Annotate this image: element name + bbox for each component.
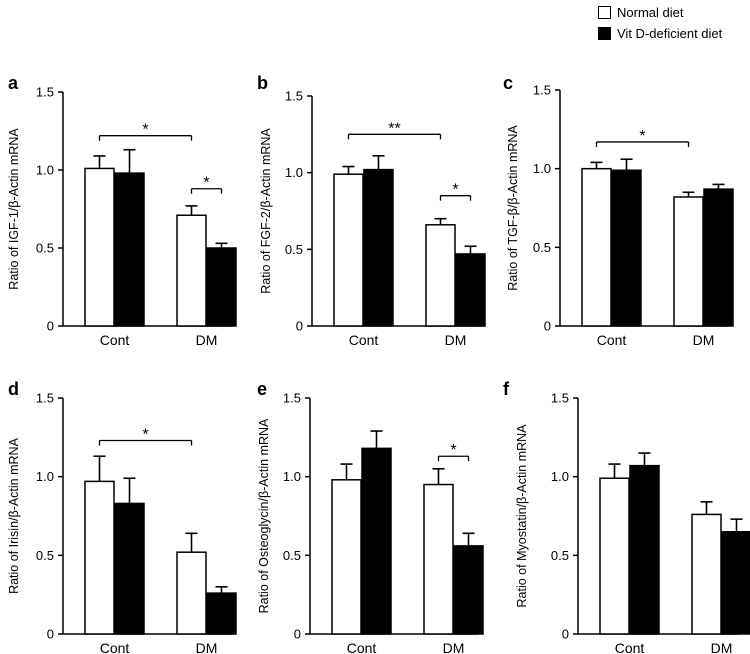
- x-tick-label-cont-a: Cont: [100, 332, 130, 348]
- x-tick-label-cont-b: Cont: [349, 332, 379, 348]
- y-tick-label-a: 0: [47, 319, 54, 334]
- x-tick-label-cont-d: Cont: [100, 640, 130, 654]
- legend-item-normal: Normal diet: [598, 2, 722, 23]
- bar-vitd-dm-c: [703, 188, 734, 327]
- y-tick-label-c: 1.5: [533, 83, 551, 98]
- y-axis-label-a: Ratio of IGF-1/β-Actin mRNA: [7, 128, 21, 290]
- significance-label-b: **: [388, 120, 400, 137]
- y-tick-label-f: 1.0: [551, 469, 569, 484]
- panel-label-c: c: [503, 73, 513, 93]
- y-axis-label-e: Ratio of Osteoglycin/β-Actin mRNA: [257, 418, 271, 613]
- bar-normal-cont-b: [333, 173, 364, 327]
- y-tick-label-e: 0: [294, 627, 301, 642]
- significance-label-c: *: [639, 128, 645, 145]
- x-tick-label-cont-f: Cont: [615, 640, 645, 654]
- y-axis-label-c: Ratio of TGF-β/β-Actin mRNA: [506, 125, 520, 291]
- y-axis-label-f: Ratio of Myostatin/β-Actin mRNA: [515, 424, 529, 608]
- bar-normal-dm-c: [673, 196, 704, 327]
- y-tick-label-a: 0.5: [36, 241, 54, 256]
- legend-label-normal: Normal diet: [617, 5, 684, 20]
- y-axis-label-b: Ratio of FGF-2/β-Actin mRNA: [259, 128, 273, 294]
- bar-vitd-cont-f: [629, 464, 660, 635]
- y-tick-label-b: 1.5: [285, 89, 303, 104]
- y-tick-label-f: 0: [562, 627, 569, 642]
- y-tick-label-a: 1.5: [36, 85, 54, 100]
- legend: Normal diet Vit D-deficient diet: [598, 2, 722, 44]
- y-tick-label-d: 1.5: [36, 391, 54, 406]
- significance-label-d: *: [142, 426, 148, 443]
- legend-swatch-normal: [598, 6, 611, 19]
- x-tick-label-dm-d: DM: [196, 640, 218, 654]
- significance-label-a: *: [203, 175, 209, 192]
- bar-vitd-dm-f: [721, 530, 750, 635]
- bar-vitd-dm-a: [206, 247, 237, 327]
- bar-normal-cont-d: [84, 480, 115, 635]
- panel-label-b: b: [257, 73, 268, 93]
- y-tick-label-e: 0.5: [283, 548, 301, 563]
- x-tick-label-cont-e: Cont: [347, 640, 377, 654]
- bar-vitd-cont-c: [611, 169, 642, 327]
- significance-label-e: *: [450, 442, 456, 459]
- y-axis-label-d: Ratio of Irisin/β-Actin mRNA: [7, 437, 21, 593]
- y-tick-label-c: 0: [544, 319, 551, 334]
- bar-normal-dm-a: [176, 214, 207, 327]
- bar-normal-cont-e: [331, 479, 362, 635]
- panel-label-e: e: [257, 379, 267, 399]
- y-tick-label-e: 1.5: [283, 391, 301, 406]
- y-tick-label-f: 1.5: [551, 391, 569, 406]
- bar-normal-dm-f: [691, 513, 722, 635]
- legend-label-vitd: Vit D-deficient diet: [617, 26, 723, 41]
- legend-item-vitd: Vit D-deficient diet: [598, 23, 722, 44]
- bar-vitd-dm-e: [453, 545, 484, 635]
- y-tick-label-b: 0.5: [285, 242, 303, 257]
- panel-label-a: a: [8, 73, 19, 93]
- bar-vitd-cont-d: [114, 502, 145, 635]
- x-tick-label-dm-c: DM: [693, 332, 715, 348]
- y-tick-label-c: 0.5: [533, 240, 551, 255]
- y-tick-label-d: 0: [47, 627, 54, 642]
- x-tick-label-dm-a: DM: [196, 332, 218, 348]
- y-tick-label-a: 1.0: [36, 163, 54, 178]
- y-tick-label-f: 0.5: [551, 548, 569, 563]
- significance-label-b: *: [452, 182, 458, 199]
- bar-normal-cont-c: [581, 167, 612, 327]
- bar-normal-dm-b: [425, 224, 456, 327]
- x-tick-label-dm-b: DM: [445, 332, 467, 348]
- bar-normal-cont-f: [599, 477, 630, 635]
- x-tick-label-cont-c: Cont: [597, 332, 627, 348]
- panel-label-f: f: [503, 379, 510, 399]
- bar-vitd-cont-a: [114, 172, 145, 327]
- y-tick-label-d: 0.5: [36, 548, 54, 563]
- y-tick-label-b: 1.0: [285, 165, 303, 180]
- bar-vitd-dm-b: [455, 253, 486, 327]
- x-tick-label-dm-f: DM: [711, 640, 733, 654]
- y-tick-label-e: 1.0: [283, 469, 301, 484]
- y-tick-label-d: 1.0: [36, 469, 54, 484]
- bar-vitd-cont-b: [363, 168, 394, 327]
- legend-swatch-vitd: [598, 27, 611, 40]
- y-tick-label-c: 1.0: [533, 161, 551, 176]
- bar-vitd-cont-e: [361, 447, 392, 635]
- bar-normal-dm-d: [176, 551, 207, 635]
- panel-label-d: d: [8, 379, 19, 399]
- bar-normal-dm-e: [423, 483, 454, 635]
- x-tick-label-dm-e: DM: [443, 640, 465, 654]
- significance-label-a: *: [142, 122, 148, 139]
- bar-vitd-dm-d: [206, 592, 237, 635]
- bar-normal-cont-a: [84, 167, 115, 327]
- y-tick-label-b: 0: [296, 319, 303, 334]
